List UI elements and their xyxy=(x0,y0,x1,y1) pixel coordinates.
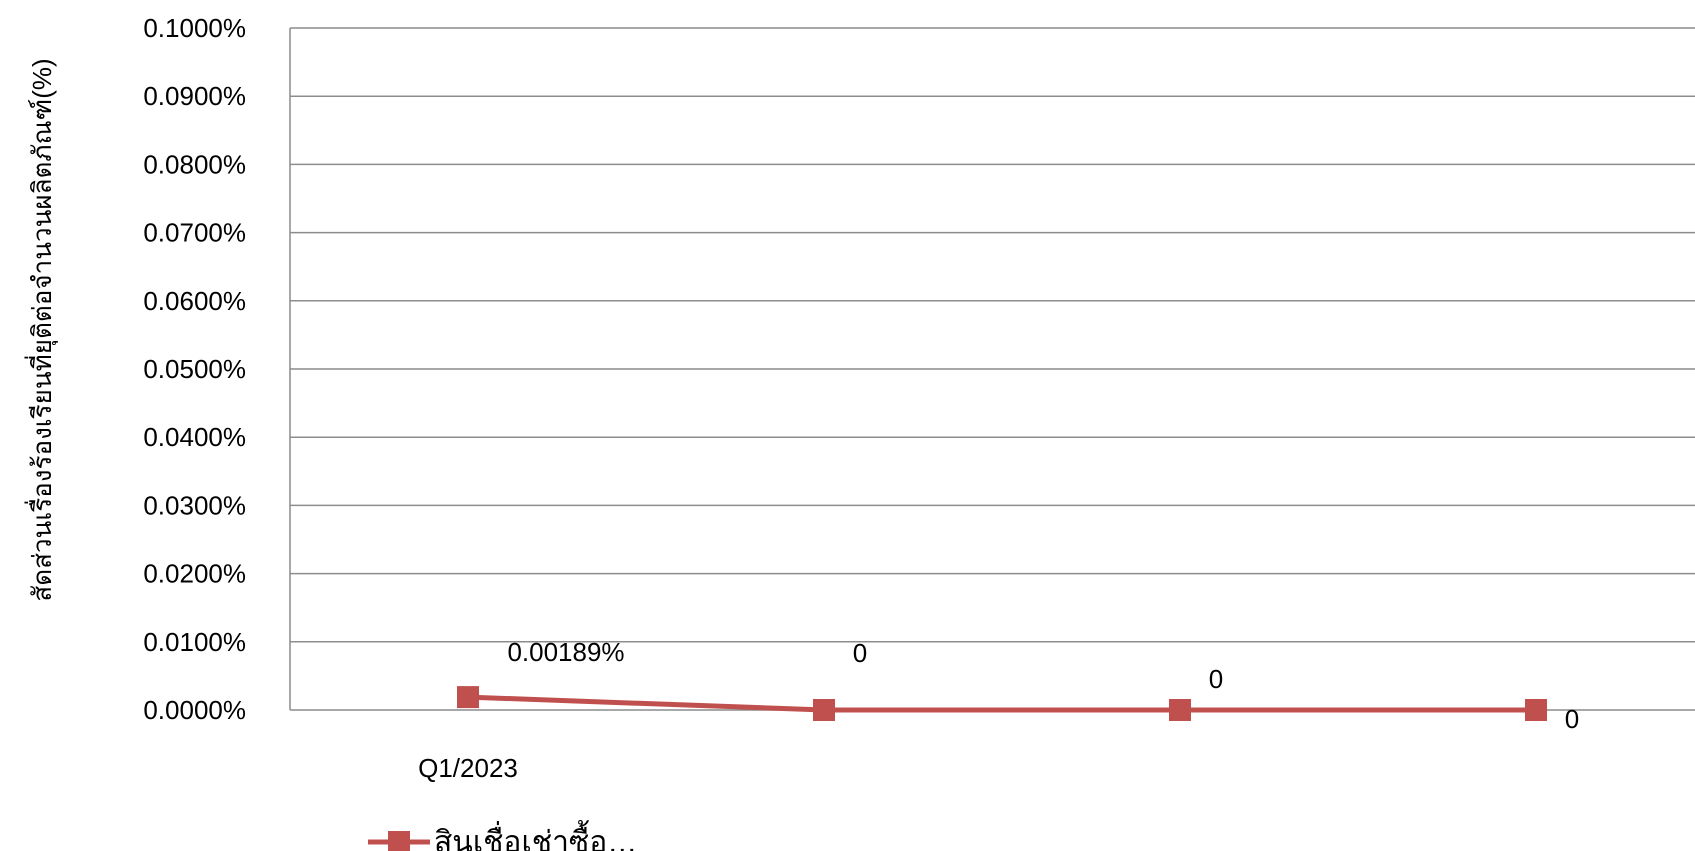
legend-entry-label: สินเชื่อเช่าซื้อ… xyxy=(434,820,637,851)
data-label: 0.00189% xyxy=(507,637,624,667)
data-point-marker xyxy=(813,699,835,721)
series-layer xyxy=(457,686,1547,721)
y-tick-label: 0.0500% xyxy=(143,354,246,384)
series-line xyxy=(467,694,1536,713)
data-label: 0 xyxy=(1209,664,1223,694)
y-tick-label: 0.0000% xyxy=(143,695,246,725)
data-point-marker xyxy=(1169,699,1191,721)
y-tick-label: 0.0100% xyxy=(143,627,246,657)
y-tick-label: 0.0400% xyxy=(143,422,246,452)
gridlines xyxy=(289,27,1695,711)
y-tick-label: 0.0300% xyxy=(143,490,246,520)
y-tick-label: 0.0200% xyxy=(143,559,246,589)
x-axis-category-labels: Q1/2023 xyxy=(418,753,518,783)
y-tick-label: 0.0800% xyxy=(143,149,246,179)
data-labels: 0.00189% 0 0 0 xyxy=(507,637,1579,734)
legend: สินเชื่อเช่าซื้อ… xyxy=(368,820,637,851)
y-tick-label: 0.0900% xyxy=(143,81,246,111)
legend-marker-swatch xyxy=(388,831,410,851)
y-tick-label: 0.0600% xyxy=(143,286,246,316)
data-label: 0 xyxy=(1565,704,1579,734)
x-category-label: Q1/2023 xyxy=(418,753,518,783)
y-axis-label-group: สัดส่วนเรื่องร้องเรียนที่ยุติต่อจำนวนผลิ… xyxy=(24,58,58,601)
y-axis-tick-labels: 0.0000% 0.0100% 0.0200% 0.0300% 0.0400% 0.050… xyxy=(143,13,246,725)
y-tick-label: 0.1000% xyxy=(143,13,246,43)
data-point-marker xyxy=(1525,699,1547,721)
data-point-marker xyxy=(457,686,479,709)
y-axis-label: สัดส่วนเรื่องร้องเรียนที่ยุติต่อจำนวนผลิ… xyxy=(24,58,58,601)
y-tick-label: 0.0700% xyxy=(143,218,246,248)
data-label: 0 xyxy=(853,638,867,668)
